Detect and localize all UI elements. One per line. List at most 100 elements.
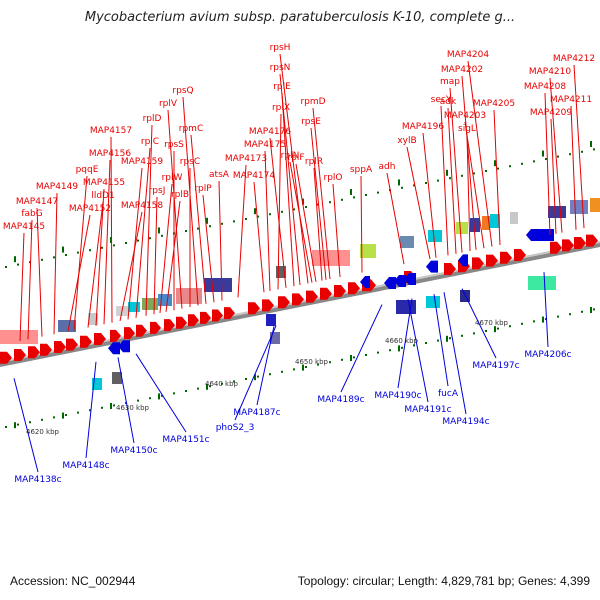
gene-label: rpsC (180, 157, 200, 167)
feature-block (490, 214, 500, 228)
label-leader (190, 134, 207, 304)
gene-label: MAP4211 (550, 95, 592, 105)
gene-label: MAP4202 (441, 65, 483, 75)
label-leader (332, 183, 341, 278)
forward-gene (224, 307, 235, 320)
label-leader (36, 207, 43, 337)
forward-gene (486, 254, 498, 267)
tick-dot (173, 392, 175, 395)
feature-block (88, 313, 98, 325)
tick-major (254, 208, 256, 215)
gene-label: rplO (324, 173, 343, 183)
tick-dot (317, 203, 319, 206)
tick-major (590, 141, 592, 147)
gene-label: MAP4187c (233, 408, 280, 418)
tick-dot (341, 358, 343, 361)
tick-dot (569, 313, 571, 316)
gene-label: MAP4208 (524, 82, 567, 92)
label-leader (310, 127, 327, 280)
feature-block (510, 212, 518, 224)
tick-dot (53, 416, 55, 419)
tick-dot (353, 356, 355, 359)
tick-dot (497, 327, 499, 330)
tick-dot (521, 322, 523, 325)
gene-label: rpsE (301, 117, 321, 127)
forward-gene (262, 299, 274, 312)
label-leader (550, 118, 557, 234)
label-leader (110, 136, 113, 323)
tick-major (254, 374, 256, 381)
label-leader (464, 121, 485, 249)
label-leader (397, 298, 413, 389)
label-leader (256, 326, 275, 406)
forward-gene (124, 327, 135, 340)
forward-gene (500, 251, 512, 264)
label-leader (461, 75, 477, 250)
tick-dot (437, 339, 439, 342)
tick-dot (113, 244, 115, 247)
tick-dot (209, 385, 211, 388)
gene-label: MAP4204 (447, 50, 490, 60)
label-leader (73, 175, 88, 331)
tick-dot (461, 174, 463, 177)
label-leader (277, 113, 282, 290)
label-leader (422, 132, 437, 258)
tick-dot (461, 334, 463, 337)
label-leader (202, 194, 215, 303)
kbp-label: 4640 kbp (205, 380, 239, 388)
gene-label: MAP4138c (14, 475, 61, 485)
tick-dot (137, 239, 139, 242)
label-leader (543, 272, 549, 348)
gene-label: MAP4191c (404, 405, 451, 415)
tick-dot (329, 361, 331, 364)
tick-dot (269, 213, 271, 216)
feature-block (360, 244, 376, 258)
gene-label: MAP4147 (16, 197, 58, 207)
forward-gene (586, 234, 598, 247)
tick-dot (77, 411, 79, 414)
forward-gene (320, 287, 332, 300)
gene-label: atsA (209, 170, 230, 180)
label-leader (407, 299, 429, 403)
tick-major (62, 412, 64, 419)
tick-major (302, 198, 304, 205)
tick-dot (5, 266, 7, 268)
gene-label: MAP4157 (90, 126, 132, 136)
tick-dot (137, 399, 139, 402)
tick-dot (377, 191, 379, 194)
tick-dot (401, 186, 403, 189)
feature-block (270, 332, 280, 344)
forward-gene (334, 285, 346, 297)
label-leader (466, 134, 471, 252)
label-leader (253, 181, 265, 293)
tick-dot (197, 227, 199, 230)
label-leader (87, 201, 104, 328)
tick-dot (593, 148, 595, 151)
label-leader (85, 361, 97, 459)
tick-dot (353, 196, 355, 199)
gene-label: rpmC (179, 124, 203, 134)
tick-major (446, 335, 448, 342)
label-leader (103, 159, 111, 325)
tick-dot (221, 222, 223, 225)
gene-label: MAP4190c (374, 391, 421, 401)
tick-major (206, 383, 208, 390)
label-leader (440, 105, 449, 256)
tick-dot (17, 263, 19, 266)
gene-label: rplF (287, 153, 304, 163)
tick-dot (509, 325, 511, 328)
tick-dot (365, 194, 367, 196)
tick-dot (149, 397, 151, 400)
gene-label: rplR (305, 157, 323, 167)
label-leader (360, 175, 363, 273)
feature-block (590, 198, 600, 212)
tick-dot (533, 160, 535, 163)
gene-label: rpsJ (149, 186, 166, 196)
tick-dot (557, 155, 559, 158)
tick-major (446, 169, 448, 176)
feature-block (548, 206, 566, 218)
gene-label: MAP4205 (473, 99, 515, 109)
tick-major (398, 345, 400, 352)
forward-gene (348, 282, 360, 295)
label-leader (237, 164, 247, 298)
